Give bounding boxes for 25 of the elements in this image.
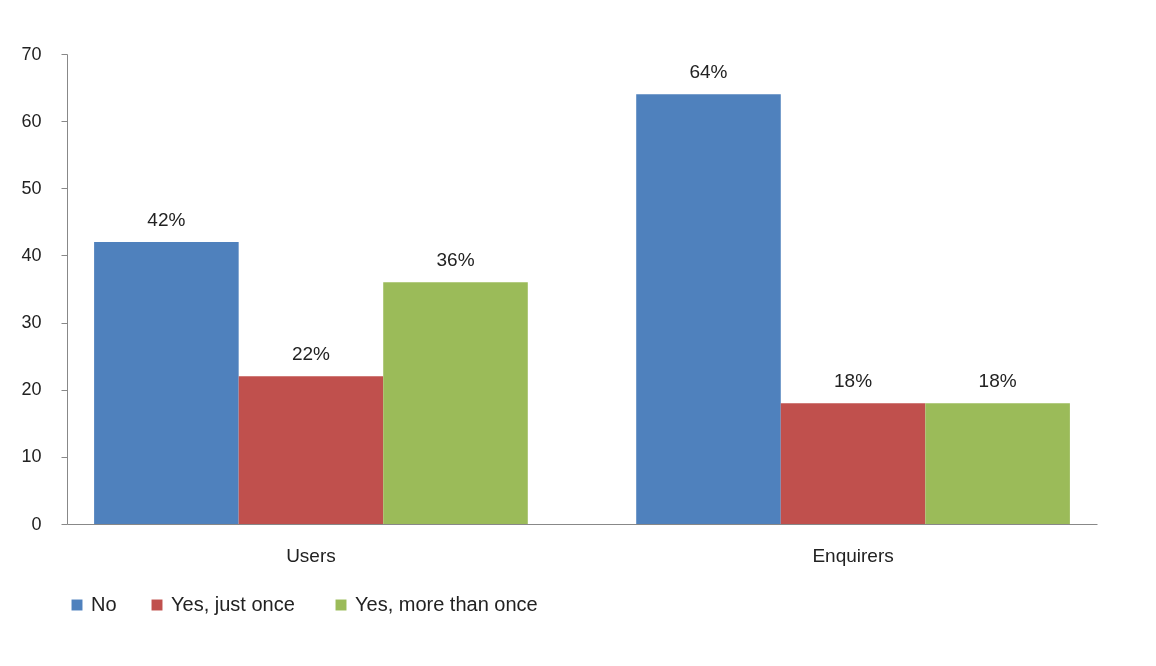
bar [780,403,926,524]
data-label: 22% [291,343,331,365]
x-tick-label: Enquirers [812,544,894,566]
data-label: 36% [436,249,475,271]
y-tick-label: 0 [31,513,42,534]
y-tick-label: 50 [21,177,42,198]
bar [238,376,384,524]
x-tick-label: Users [286,544,336,566]
data-label: 18% [834,370,873,392]
y-tick-label: 30 [21,312,42,333]
y-tick-label: 10 [21,446,42,467]
bar [383,282,528,524]
y-tick-label: 20 [21,379,42,400]
data-label: 42% [147,209,186,230]
legend-label: No [91,593,117,615]
bar [636,94,781,524]
bar [94,242,239,524]
data-label: 18% [978,370,1017,392]
legend-label: Yes, more than once [355,593,538,615]
y-tick-label: 40 [21,244,42,265]
bar [925,403,1070,524]
legend-label: Yes, just once [171,593,295,615]
data-label: 64% [689,61,728,83]
y-tick-label: 70 [21,43,42,64]
y-tick-label: 60 [21,110,42,131]
